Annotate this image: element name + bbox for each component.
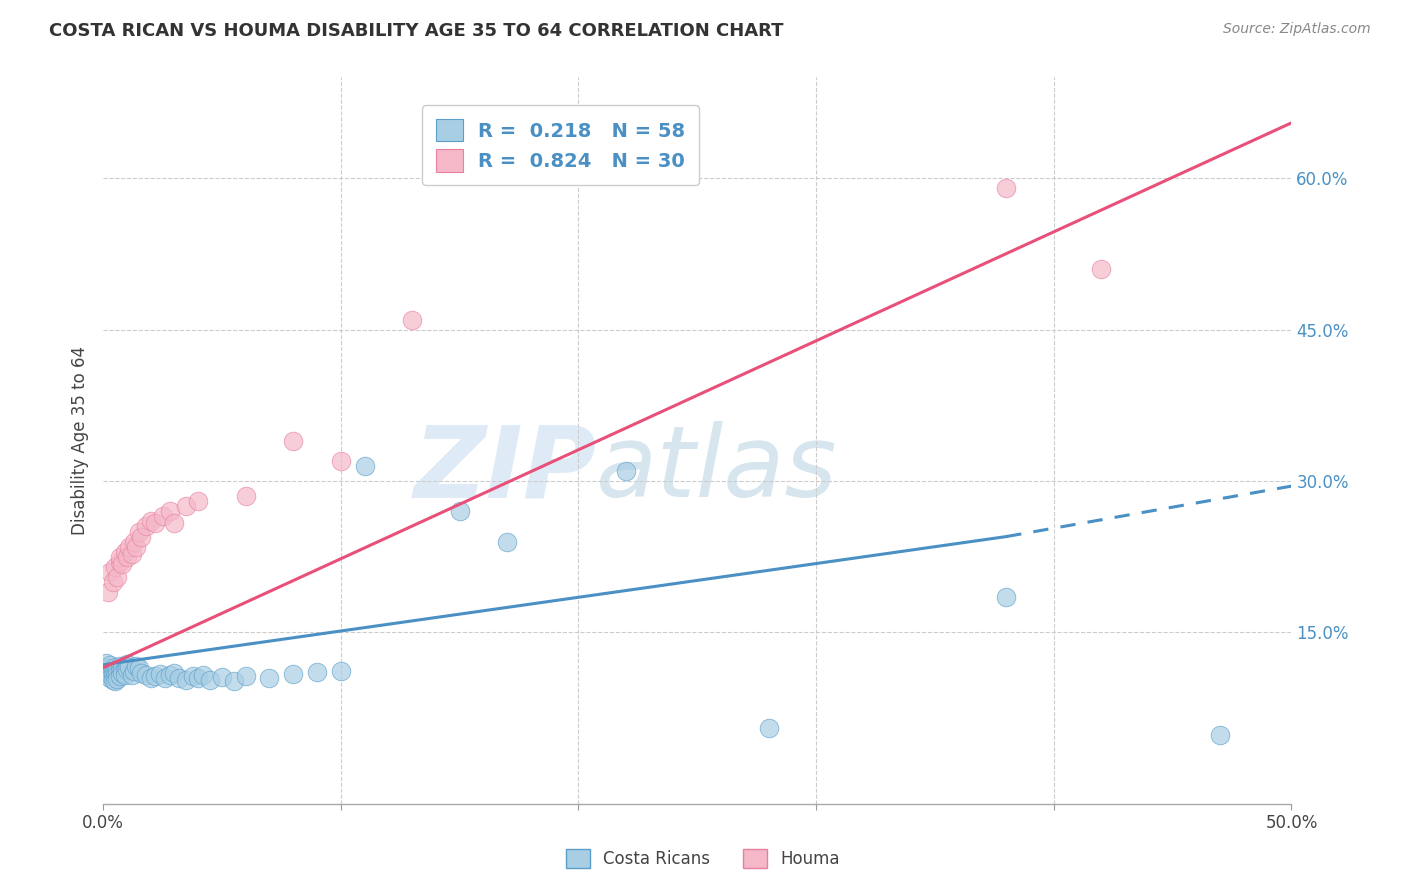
Point bbox=[187, 671, 209, 685]
Point bbox=[159, 668, 181, 682]
Point bbox=[235, 669, 257, 683]
Point bbox=[159, 504, 181, 518]
Point bbox=[105, 672, 128, 686]
Point bbox=[191, 668, 214, 682]
Point bbox=[111, 665, 134, 680]
Point bbox=[118, 659, 141, 673]
Point bbox=[449, 504, 471, 518]
Point bbox=[758, 721, 780, 735]
Point bbox=[496, 534, 519, 549]
Point bbox=[105, 666, 128, 681]
Point bbox=[401, 312, 423, 326]
Point bbox=[128, 661, 150, 675]
Point bbox=[108, 549, 131, 564]
Point bbox=[187, 494, 209, 508]
Point bbox=[104, 673, 127, 688]
Point bbox=[353, 458, 375, 473]
Point bbox=[145, 669, 167, 683]
Point bbox=[108, 555, 131, 569]
Point bbox=[115, 657, 138, 671]
Point bbox=[114, 545, 136, 559]
Point bbox=[97, 665, 120, 680]
Y-axis label: Disability Age 35 to 64: Disability Age 35 to 64 bbox=[72, 346, 89, 535]
Point bbox=[183, 669, 205, 683]
Point bbox=[94, 656, 117, 670]
Point bbox=[98, 565, 121, 579]
Point bbox=[329, 664, 352, 678]
Legend: R =  0.218   N = 58, R =  0.824   N = 30: R = 0.218 N = 58, R = 0.824 N = 30 bbox=[422, 105, 699, 186]
Point bbox=[104, 559, 127, 574]
Point bbox=[108, 658, 131, 673]
Point bbox=[235, 489, 257, 503]
Point bbox=[614, 464, 637, 478]
Point bbox=[125, 540, 148, 554]
Point bbox=[1090, 262, 1112, 277]
Point bbox=[122, 534, 145, 549]
Point bbox=[163, 516, 186, 531]
Point bbox=[139, 671, 162, 685]
Point bbox=[176, 500, 198, 514]
Point bbox=[995, 590, 1018, 604]
Point bbox=[97, 661, 120, 675]
Point bbox=[128, 524, 150, 539]
Point bbox=[104, 669, 127, 683]
Point bbox=[108, 664, 131, 678]
Text: COSTA RICAN VS HOUMA DISABILITY AGE 35 TO 64 CORRELATION CHART: COSTA RICAN VS HOUMA DISABILITY AGE 35 T… bbox=[49, 22, 783, 40]
Point bbox=[121, 547, 143, 561]
Point bbox=[97, 585, 120, 599]
Point bbox=[283, 434, 305, 448]
Point bbox=[101, 673, 124, 687]
Point bbox=[149, 666, 172, 681]
Point bbox=[305, 665, 328, 679]
Point bbox=[114, 663, 136, 677]
Point bbox=[125, 658, 148, 673]
Point bbox=[104, 665, 127, 679]
Text: atlas: atlas bbox=[596, 421, 838, 518]
Point bbox=[118, 540, 141, 554]
Point bbox=[259, 671, 281, 685]
Point bbox=[135, 668, 157, 682]
Point bbox=[101, 664, 124, 678]
Point bbox=[111, 661, 134, 675]
Point bbox=[101, 574, 124, 589]
Point bbox=[135, 519, 157, 533]
Point bbox=[329, 454, 352, 468]
Point bbox=[115, 662, 138, 676]
Point bbox=[167, 671, 190, 685]
Point bbox=[222, 673, 245, 688]
Text: Source: ZipAtlas.com: Source: ZipAtlas.com bbox=[1223, 22, 1371, 37]
Point bbox=[139, 515, 162, 529]
Text: ZIP: ZIP bbox=[413, 421, 596, 518]
Point bbox=[115, 549, 138, 564]
Point bbox=[111, 557, 134, 571]
Point bbox=[163, 665, 186, 680]
Point bbox=[1209, 728, 1232, 742]
Point bbox=[114, 668, 136, 682]
Point bbox=[995, 181, 1018, 195]
Point bbox=[98, 668, 121, 682]
Point bbox=[129, 530, 152, 544]
Point bbox=[108, 669, 131, 683]
Point bbox=[198, 673, 221, 687]
Point bbox=[129, 665, 152, 680]
Point bbox=[153, 671, 176, 685]
Point bbox=[211, 670, 233, 684]
Point bbox=[121, 668, 143, 682]
Point bbox=[152, 509, 174, 524]
Point bbox=[105, 662, 128, 676]
Point bbox=[104, 659, 127, 673]
Point bbox=[176, 673, 198, 687]
Point bbox=[122, 664, 145, 678]
Point bbox=[101, 668, 124, 682]
Legend: Costa Ricans, Houma: Costa Ricans, Houma bbox=[560, 842, 846, 875]
Point bbox=[145, 516, 167, 531]
Point bbox=[283, 666, 305, 681]
Point bbox=[105, 570, 128, 584]
Point bbox=[98, 671, 121, 685]
Point bbox=[98, 657, 121, 672]
